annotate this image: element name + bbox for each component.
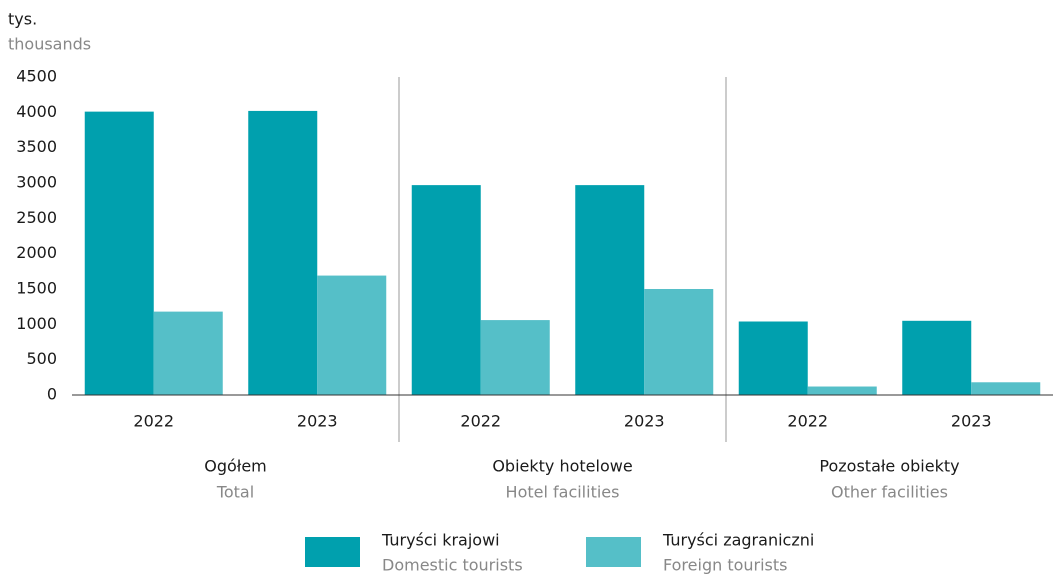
- bar: [317, 275, 387, 395]
- legend-label-en: Domestic tourists: [382, 556, 523, 575]
- y-tick-label: 2000: [16, 243, 57, 262]
- y-tick-label: 1000: [16, 314, 57, 333]
- x-tick-label: 2022: [787, 412, 828, 431]
- bar: [738, 321, 808, 395]
- bar: [575, 185, 645, 395]
- x-tick-label: 2022: [460, 412, 501, 431]
- y-tick-label: 4500: [16, 67, 57, 86]
- x-tick-label: 2023: [624, 412, 665, 431]
- y-tick-label: 2500: [16, 208, 57, 227]
- group-label: Obiekty hotelowe: [492, 457, 632, 476]
- bar: [411, 185, 481, 395]
- group-label-en: Other facilities: [831, 483, 948, 502]
- group-label: Pozostałe obiekty: [819, 457, 959, 476]
- group-label: Ogółem: [204, 457, 267, 476]
- x-tick-label: 2022: [133, 412, 174, 431]
- bar: [248, 110, 318, 396]
- bar: [644, 289, 714, 395]
- y-tick-label: 500: [26, 349, 57, 368]
- legend-label: Turyści zagraniczni: [662, 531, 814, 550]
- y-tick-label: 4000: [16, 102, 57, 121]
- legend-swatch: [586, 537, 641, 567]
- legend-swatch: [305, 537, 360, 567]
- y-tick-label: 1500: [16, 279, 57, 298]
- y-tick-label: 0: [47, 385, 57, 404]
- y-axis-label: tys.: [8, 10, 37, 29]
- y-axis-label-en: thousands: [8, 35, 91, 54]
- legend-label: Turyści krajowi: [381, 531, 500, 550]
- y-tick-label: 3500: [16, 137, 57, 156]
- group-label-en: Total: [216, 483, 254, 502]
- bar: [480, 320, 550, 395]
- bar: [153, 311, 223, 395]
- bar: [971, 382, 1041, 395]
- bar: [84, 111, 154, 396]
- bar: [807, 386, 877, 395]
- x-tick-label: 2023: [951, 412, 992, 431]
- y-tick-label: 3000: [16, 173, 57, 192]
- legend-label-en: Foreign tourists: [663, 556, 788, 575]
- x-tick-label: 2023: [297, 412, 338, 431]
- bar: [902, 320, 972, 395]
- group-label-en: Hotel facilities: [506, 483, 620, 502]
